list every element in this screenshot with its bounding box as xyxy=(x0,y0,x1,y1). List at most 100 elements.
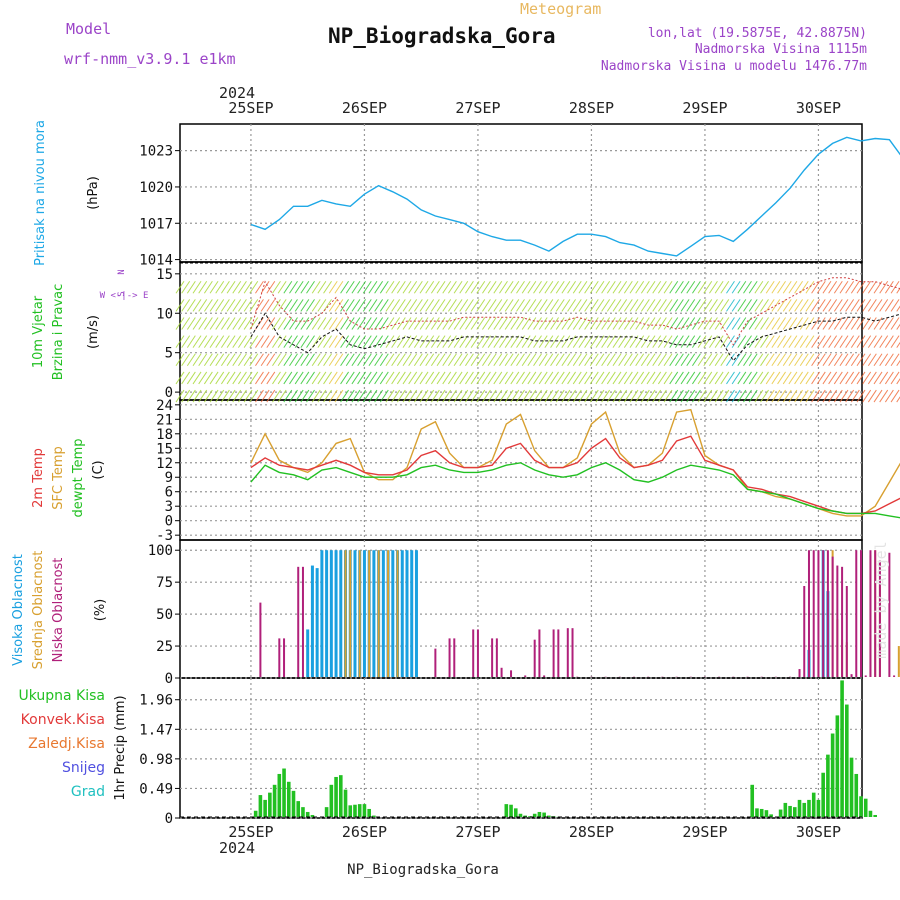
wind-arrow xyxy=(226,299,236,312)
wind-arrow xyxy=(175,353,185,367)
wind-arrow xyxy=(640,371,650,385)
wind-arrow xyxy=(504,280,514,294)
pressure-line xyxy=(250,136,900,257)
wind-arrow xyxy=(447,371,457,385)
low-cloud-bar xyxy=(864,675,867,677)
wind-arrow xyxy=(816,317,826,330)
wind-arrow xyxy=(408,299,418,312)
low-cloud-bar xyxy=(812,550,815,677)
wind-arrow xyxy=(374,299,384,312)
wind-arrow xyxy=(862,280,872,294)
lon-lat: lon,lat (19.5875E, 42.8875N) xyxy=(648,26,867,41)
wind-arrow xyxy=(436,335,446,348)
wind-arrow xyxy=(856,317,866,330)
precip-bar xyxy=(301,807,305,817)
wind-arrow xyxy=(550,335,559,348)
wind-arrow xyxy=(334,317,344,330)
precip-bar xyxy=(324,807,329,817)
year-bottom: 2024 xyxy=(219,839,255,857)
wind-arrow xyxy=(754,317,764,330)
wind-title-2: Brzina i Pravac xyxy=(51,284,66,381)
wind-arrow xyxy=(175,317,185,330)
wind-arrow xyxy=(737,317,747,330)
wind-arrow xyxy=(317,371,327,385)
precip-legend-item: Snijeg xyxy=(62,760,105,776)
wind-arrow xyxy=(465,389,474,403)
wind-arrow xyxy=(669,353,679,367)
wind-arrow xyxy=(459,280,469,294)
wind-arrow xyxy=(686,280,696,294)
model-name: wrf-nmm_v3.9.1 e1km xyxy=(64,50,236,68)
wind-arrow xyxy=(629,371,639,385)
wind-arrow xyxy=(850,371,860,385)
wind-arrow xyxy=(260,317,270,330)
wind-arrow xyxy=(629,317,639,330)
wind-arrow xyxy=(436,389,446,403)
wind-arrow xyxy=(533,317,542,330)
wind-arrow xyxy=(226,371,236,385)
wind-arrow xyxy=(232,335,242,348)
wind-arrow xyxy=(533,335,542,348)
wind-arrow xyxy=(334,389,344,403)
wind-arrow xyxy=(856,389,866,403)
wind-arrow xyxy=(652,317,662,330)
wind-arrow xyxy=(731,280,741,294)
wind-arrow xyxy=(328,280,338,294)
wind-arrow xyxy=(215,280,225,294)
wind-arrow xyxy=(822,280,832,294)
wind-arrow xyxy=(709,280,718,294)
wind-arrow xyxy=(544,389,554,403)
wind-arrow xyxy=(697,335,707,348)
wind-arrow xyxy=(192,317,202,330)
wind-arrow xyxy=(873,317,883,330)
wind-arrow xyxy=(453,353,463,367)
wind-arrow xyxy=(595,353,605,367)
wind-arrow xyxy=(430,353,440,367)
wind-arrow xyxy=(272,317,281,330)
precip-bar xyxy=(528,816,532,817)
wind-arrow xyxy=(306,299,315,312)
wind-arrow xyxy=(453,389,463,403)
precip-bar xyxy=(509,804,513,817)
wind-arrow xyxy=(674,299,684,312)
wind-arrow xyxy=(731,317,741,330)
wind-arrow xyxy=(334,353,344,367)
wind-arrow xyxy=(657,371,667,385)
wind-arrow xyxy=(368,335,378,348)
wind-arrow xyxy=(249,335,259,348)
wind-arrow xyxy=(794,389,803,403)
wind-arrow xyxy=(589,317,599,330)
wind-arrow xyxy=(754,371,764,385)
low-cloud-bar xyxy=(301,566,304,677)
wind-arrow xyxy=(328,353,338,367)
wind-arrow xyxy=(345,371,355,385)
wind-arrow xyxy=(623,335,633,348)
wind-arrow xyxy=(862,353,872,367)
precip-bar xyxy=(286,781,291,817)
wind-arrow xyxy=(674,371,684,385)
wind-arrow xyxy=(272,353,281,367)
wind-arrow xyxy=(357,317,367,330)
high-cloud-bar xyxy=(410,550,414,677)
wind-arrow xyxy=(374,317,384,330)
low-cloud-label: Niska Oblacnost xyxy=(51,558,66,663)
cloud-labels: Visoka Oblacnost Srednja Oblacnost Niska… xyxy=(11,551,108,670)
wind-arrow xyxy=(743,317,752,330)
wind-arrow xyxy=(357,335,367,348)
wind-arrow xyxy=(300,389,310,403)
t2m-temp-line xyxy=(250,435,900,515)
wind-arrow xyxy=(697,389,707,403)
wind-arrow xyxy=(743,353,752,367)
mid-cloud-bar xyxy=(387,550,390,677)
wind-arrow xyxy=(692,299,701,312)
wind-arrow xyxy=(334,335,344,348)
wind-arrow xyxy=(238,317,247,330)
wind-arrow xyxy=(833,299,843,312)
wind-arrow xyxy=(186,371,196,385)
wind-arrow xyxy=(482,371,491,385)
wind-arrow xyxy=(368,371,378,385)
wind-arrow xyxy=(203,299,213,312)
wind-arrow xyxy=(470,353,480,367)
wind-arrow xyxy=(220,389,230,403)
wind-arrow xyxy=(482,317,491,330)
